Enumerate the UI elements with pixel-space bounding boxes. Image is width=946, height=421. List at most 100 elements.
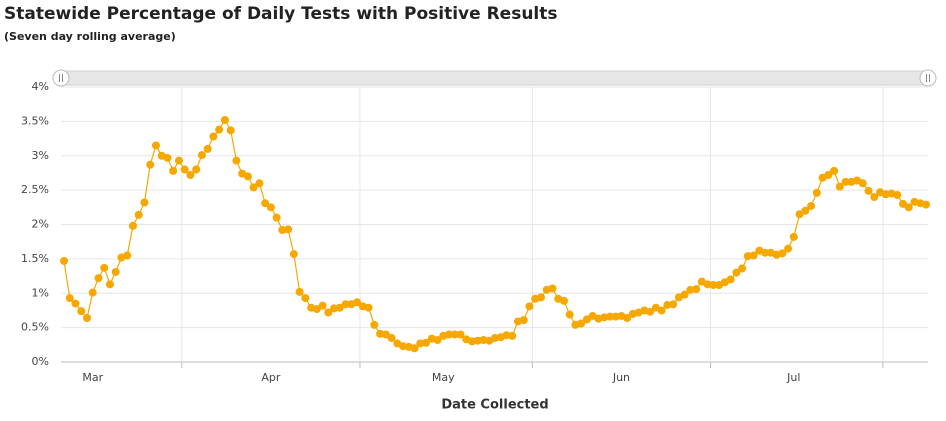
data-point [835,182,844,191]
data-point [301,294,310,303]
data-point [353,298,362,307]
data-point [284,225,293,234]
data-point [858,179,867,188]
chart-subtitle: (Seven day rolling average) [4,30,176,43]
data-point [778,249,787,258]
data-point [146,160,155,169]
x-tick-label: Mar [82,371,103,384]
data-point [60,256,68,265]
data-point [904,203,913,212]
data-point [151,141,160,150]
data-point [341,300,350,309]
data-point [565,310,574,319]
data-point [197,151,206,160]
x-tick-label: Jul [786,371,800,384]
data-point [249,183,258,192]
data-point [761,248,770,257]
data-point [559,296,568,305]
data-point [255,179,264,188]
slider-handle-right[interactable] [919,69,937,87]
range-slider[interactable] [60,70,929,86]
data-point [266,203,275,212]
x-axis-title: Date Collected [441,398,548,413]
data-point [692,285,701,294]
data-point [807,201,816,210]
data-point [272,213,281,222]
y-tick-label: 2.5% [21,183,49,196]
data-point [261,199,270,208]
data-point [922,200,930,209]
data-point [450,330,459,339]
data-point [88,288,97,297]
data-point [71,299,80,308]
data-point [525,302,534,311]
data-point [709,281,718,289]
data-point [105,280,114,289]
data-point [203,144,212,153]
data-point [536,293,545,302]
data-point [795,210,804,219]
data-point [812,188,821,197]
data-point [232,156,241,165]
data-point [893,190,902,199]
data-point [899,199,908,208]
data-point [123,251,132,260]
slider-handle-left[interactable] [52,69,70,87]
data-point [824,171,833,179]
data-point [726,275,735,284]
data-point [312,305,321,314]
data-point [243,172,252,181]
y-tick-label: 2% [32,218,49,231]
x-tick-label: Apr [261,371,281,384]
data-point [784,244,793,253]
data-point [186,171,195,179]
data-point [174,156,183,165]
data-point [295,287,304,296]
data-point [192,165,201,174]
data-point [841,177,850,186]
data-point [830,166,839,175]
chart-title: Statewide Percentage of Daily Tests with… [4,4,558,24]
data-point [370,320,379,329]
data-point [335,303,344,312]
data-point [220,116,229,124]
data-point [215,125,224,134]
data-point [65,294,74,303]
data-point [111,267,120,276]
data-point [548,284,557,293]
data-point [100,263,109,272]
data-point [289,250,298,259]
data-point [646,307,655,316]
data-point [318,301,327,310]
data-point [169,166,178,175]
y-tick-label: 0.5% [21,321,49,334]
data-point [657,306,666,315]
data-point [669,300,678,309]
x-tick-label: May [432,371,455,384]
data-point [180,165,189,174]
data-point [77,307,86,316]
y-tick-label: 3.5% [21,114,49,127]
data-point [410,344,419,353]
data-point [582,315,591,324]
data-point [623,314,632,322]
data-point [738,264,747,273]
y-tick-label: 3% [32,149,49,162]
data-point [140,198,149,207]
y-tick-label: 1.5% [21,252,49,265]
data-point [577,319,586,328]
y-tick-label: 4% [32,80,49,93]
data-point [519,316,528,325]
data-point [128,221,137,230]
data-point [801,206,810,215]
y-tick-label: 1% [32,286,49,299]
data-point [433,336,442,344]
data-point [134,210,143,219]
data-point [749,251,758,260]
data-point [605,312,614,321]
data-point [324,308,333,317]
data-point [864,186,873,195]
data-point [82,314,91,322]
data-point [680,290,689,299]
